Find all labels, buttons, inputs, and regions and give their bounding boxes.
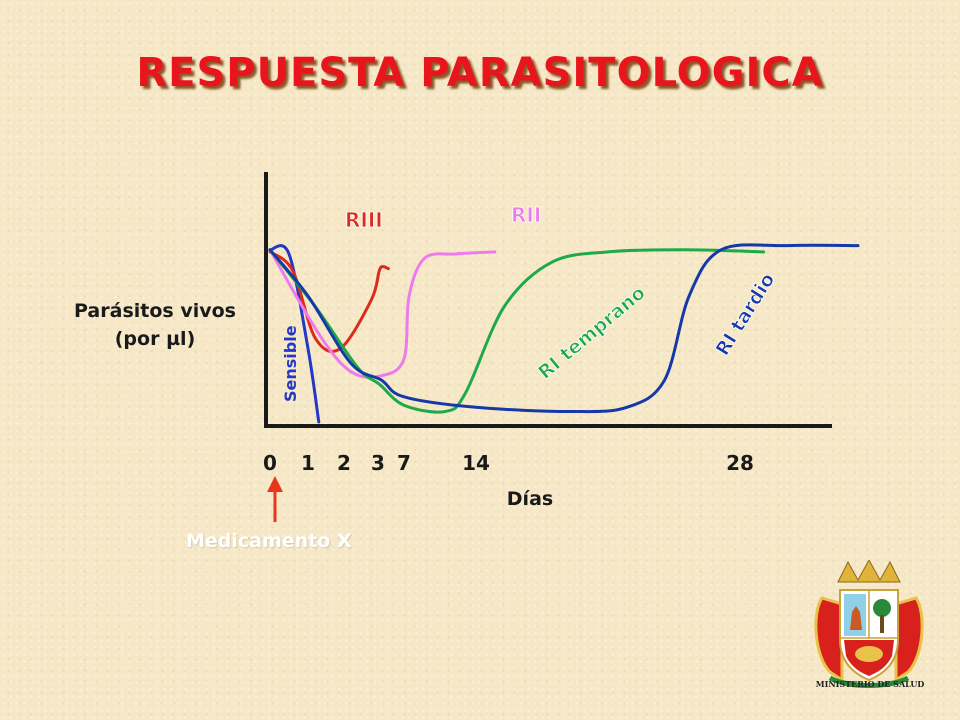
series-line-ri-tardio bbox=[268, 243, 860, 414]
series-label-riii: RIII bbox=[345, 208, 383, 232]
x-tick-label: 7 bbox=[397, 451, 411, 475]
x-tick-label: 28 bbox=[726, 451, 754, 475]
drug-arrow-head bbox=[267, 476, 283, 492]
y-axis-label-line1: Parásitos vivos bbox=[74, 300, 236, 322]
series-line-ri-temprano bbox=[268, 248, 766, 414]
coat-of-arms-logo bbox=[814, 560, 924, 688]
x-tick-label: 14 bbox=[462, 451, 490, 475]
x-tick-label: 2 bbox=[337, 451, 351, 475]
drug-label: Medicamento X bbox=[186, 530, 352, 552]
y-axis-label: Parásitos vivos (por µl) bbox=[50, 297, 260, 353]
y-axis-label-line2: (por µl) bbox=[114, 328, 196, 350]
x-tick-label: 3 bbox=[371, 451, 385, 475]
x-tick-label: 0 bbox=[263, 451, 277, 475]
ministry-caption: MINISTERIO DE SALUD bbox=[815, 679, 925, 689]
x-tick-labels: 0 1 2 3 7 14 28 bbox=[263, 451, 754, 475]
series-line-riii bbox=[268, 250, 390, 353]
series-label-rii: RII bbox=[511, 203, 541, 227]
series-layer bbox=[268, 243, 860, 424]
drug-arrow bbox=[267, 476, 283, 522]
series-labels: RIII RII RI temprano RI tardio Sensible bbox=[281, 203, 780, 402]
page-title: RESPUESTA PARASITOLOGICA bbox=[136, 50, 824, 96]
series-label-ri-temprano: RI temprano bbox=[534, 282, 650, 384]
series-label-ri-tardio: RI tardio bbox=[712, 269, 780, 359]
series-line-rii bbox=[268, 248, 497, 379]
x-axis-label: Días bbox=[506, 488, 554, 510]
x-tick-label: 1 bbox=[301, 451, 315, 475]
series-label-sensible: Sensible bbox=[281, 325, 300, 402]
